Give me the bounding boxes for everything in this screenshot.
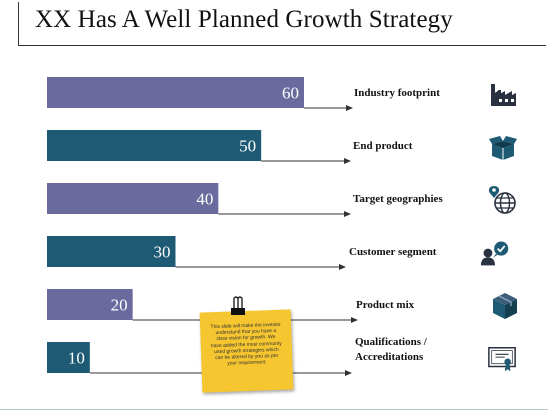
sticky-note: This slide will make the investor unders… [199,309,294,393]
category-label: End product [353,140,413,152]
certificate-icon [488,347,516,372]
bar [47,183,219,214]
category-label: Industry footprint [354,87,440,99]
bar-value-label: 60 [282,84,299,103]
cube-icon [493,293,517,319]
globe-pin-icon [488,186,516,214]
open-box-icon [489,136,517,160]
binder-clip-icon [231,296,245,315]
bar [47,342,90,373]
category-label: Product mix [356,299,415,311]
bar-value-label: 30 [154,243,171,262]
category-label: Qualifications / Accreditations [355,336,428,363]
category-label: Customer segment [349,246,437,258]
person-check-icon [480,241,509,266]
factory-icon [491,84,516,106]
bar-value-label: 50 [239,137,256,156]
page-title: XX Has A Well Planned Growth Strategy [35,6,453,33]
bar [47,289,133,320]
bar-value-label: 20 [111,296,128,315]
sticky-note-text: This slide will make the investor unders… [210,321,282,367]
bar-value-label: 40 [196,190,213,209]
bar [47,236,176,267]
bar [47,130,262,161]
title-bracket [18,2,546,46]
bar [47,77,304,108]
category-label: Target geographies [353,193,443,205]
bar-value-label: 10 [68,349,85,368]
footer-divider [0,409,548,410]
